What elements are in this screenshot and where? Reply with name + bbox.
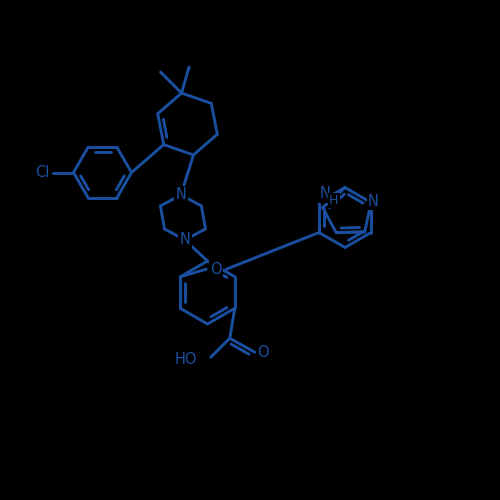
Text: N: N [176,188,186,202]
Text: N: N [320,186,330,201]
Text: HO: HO [174,352,197,367]
Text: N: N [180,232,190,248]
Text: H: H [329,194,338,207]
Text: O: O [210,262,222,277]
Text: Cl: Cl [36,165,50,180]
Text: N: N [368,194,379,208]
Text: O: O [258,345,269,360]
